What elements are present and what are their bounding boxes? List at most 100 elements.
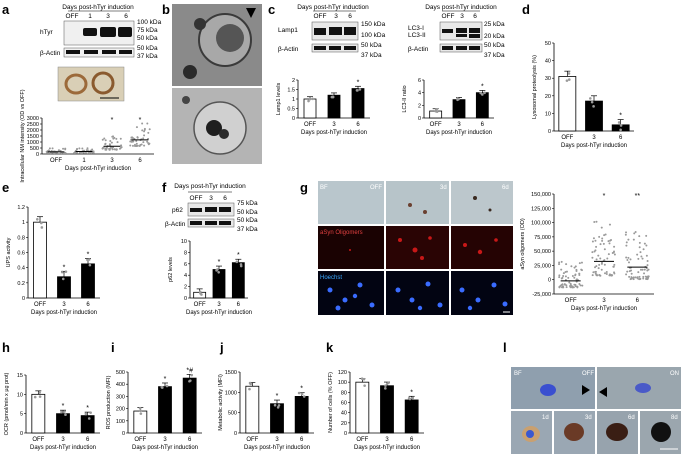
x-tick-label: 6 (86, 302, 90, 308)
data-point (302, 395, 306, 398)
micro-row-label: aSyn Oligomers (320, 230, 363, 236)
blot-label: β-Actin (408, 46, 429, 53)
data-point (641, 257, 644, 260)
panel-letter-k: k (326, 340, 334, 355)
significance-label: * (357, 79, 360, 86)
kda-label: 50 kDa (237, 209, 258, 216)
bar (158, 386, 172, 434)
y-tick-label: 0.2 (17, 281, 25, 287)
data-point (86, 147, 89, 150)
significance-label: ** (635, 193, 641, 200)
data-point (87, 417, 91, 420)
blot-label: hTyr (40, 29, 53, 36)
data-point (565, 284, 568, 287)
data-point (248, 387, 251, 391)
arrowhead-icon (599, 387, 607, 397)
y-tick-label: 125,000 (531, 206, 551, 212)
panel-a-inset-micrograph (57, 66, 125, 102)
data-point (568, 281, 571, 284)
x-axis-title: Days post-hTyr induction (426, 130, 492, 136)
data-point (104, 139, 107, 142)
data-point (645, 276, 648, 279)
panel-c-blots: Days post-hTyr induction OFF 3 6 Lamp1 β… (278, 4, 505, 59)
data-point (307, 99, 310, 103)
chart-k: 0 20 40 60 80 100 120 OFF 3 6 Days post-hTyr induc… (328, 370, 424, 451)
data-point (574, 265, 577, 268)
panel-letter-e: e (2, 180, 9, 195)
significance-label: * (410, 389, 413, 396)
x-axis-title: Days post-hTyr induction (301, 130, 367, 136)
data-point (199, 292, 202, 295)
data-point (142, 137, 145, 140)
data-point (33, 395, 37, 399)
y-tick-label: 40 (545, 59, 551, 65)
data-point (110, 141, 113, 144)
x-tick-label: OFF (134, 437, 146, 443)
data-point (143, 144, 146, 147)
data-point (633, 232, 636, 235)
data-point (116, 141, 119, 144)
data-point (131, 144, 134, 147)
data-point (610, 274, 613, 277)
data-point (57, 149, 60, 152)
data-point (130, 136, 133, 139)
data-point (578, 282, 581, 285)
bar (475, 92, 489, 119)
y-tick-label: 1.5 (287, 88, 295, 94)
x-tick-label: 3 (61, 437, 65, 443)
x-tick-label: 6 (410, 437, 414, 443)
data-point (81, 147, 84, 150)
x-axis-title: Days post-hTyr induction (30, 445, 96, 451)
y-axis-title: Intracellular NM intensity (OD vs OFF) (20, 89, 26, 182)
data-point (40, 226, 44, 229)
data-point (85, 149, 88, 152)
data-point (590, 100, 594, 104)
data-point (139, 409, 142, 413)
data-point (308, 97, 312, 101)
data-point (217, 270, 220, 274)
data-point (331, 95, 335, 99)
significance-label: * (87, 251, 90, 258)
data-point (602, 242, 605, 245)
data-point (609, 239, 612, 242)
kda-label: 37 kDa (361, 52, 382, 59)
data-point (143, 130, 146, 133)
data-point (574, 273, 577, 276)
data-point (146, 140, 149, 143)
y-tick-label: 10 (17, 392, 23, 398)
data-point (567, 276, 570, 279)
y-tick-label: 1.2 (17, 205, 25, 211)
bar (351, 88, 365, 119)
bar (327, 94, 341, 119)
data-point (604, 272, 607, 275)
data-point (579, 284, 582, 287)
data-point (629, 277, 632, 280)
bar (33, 221, 47, 299)
kda-label: 75 kDa (137, 27, 158, 34)
kda-label: 25 kDa (484, 21, 505, 28)
y-tick-label: 20 (545, 94, 551, 100)
y-axis-title: UPS activity (6, 237, 12, 267)
data-point (625, 231, 628, 234)
y-axis-title: Number of cells (% OFF) (328, 372, 334, 433)
data-point (457, 97, 460, 101)
data-point (634, 231, 637, 234)
y-tick-label: 20 (341, 421, 347, 427)
x-tick-label: 3 (457, 122, 461, 128)
data-point (601, 237, 604, 240)
data-point (573, 276, 576, 279)
data-point (64, 413, 67, 417)
data-point (578, 262, 581, 265)
data-point (558, 263, 561, 266)
y-tick-label: 0 (548, 129, 551, 135)
y-tick-label: 8 (184, 250, 187, 256)
y-tick-label: 10 (181, 239, 187, 245)
data-point (64, 148, 67, 151)
data-point (276, 406, 280, 409)
data-point (139, 412, 143, 415)
data-point (646, 264, 649, 267)
data-point (608, 223, 611, 226)
y-tick-label: 1000 (225, 390, 237, 396)
kda-label: 50 kDa (237, 217, 258, 224)
